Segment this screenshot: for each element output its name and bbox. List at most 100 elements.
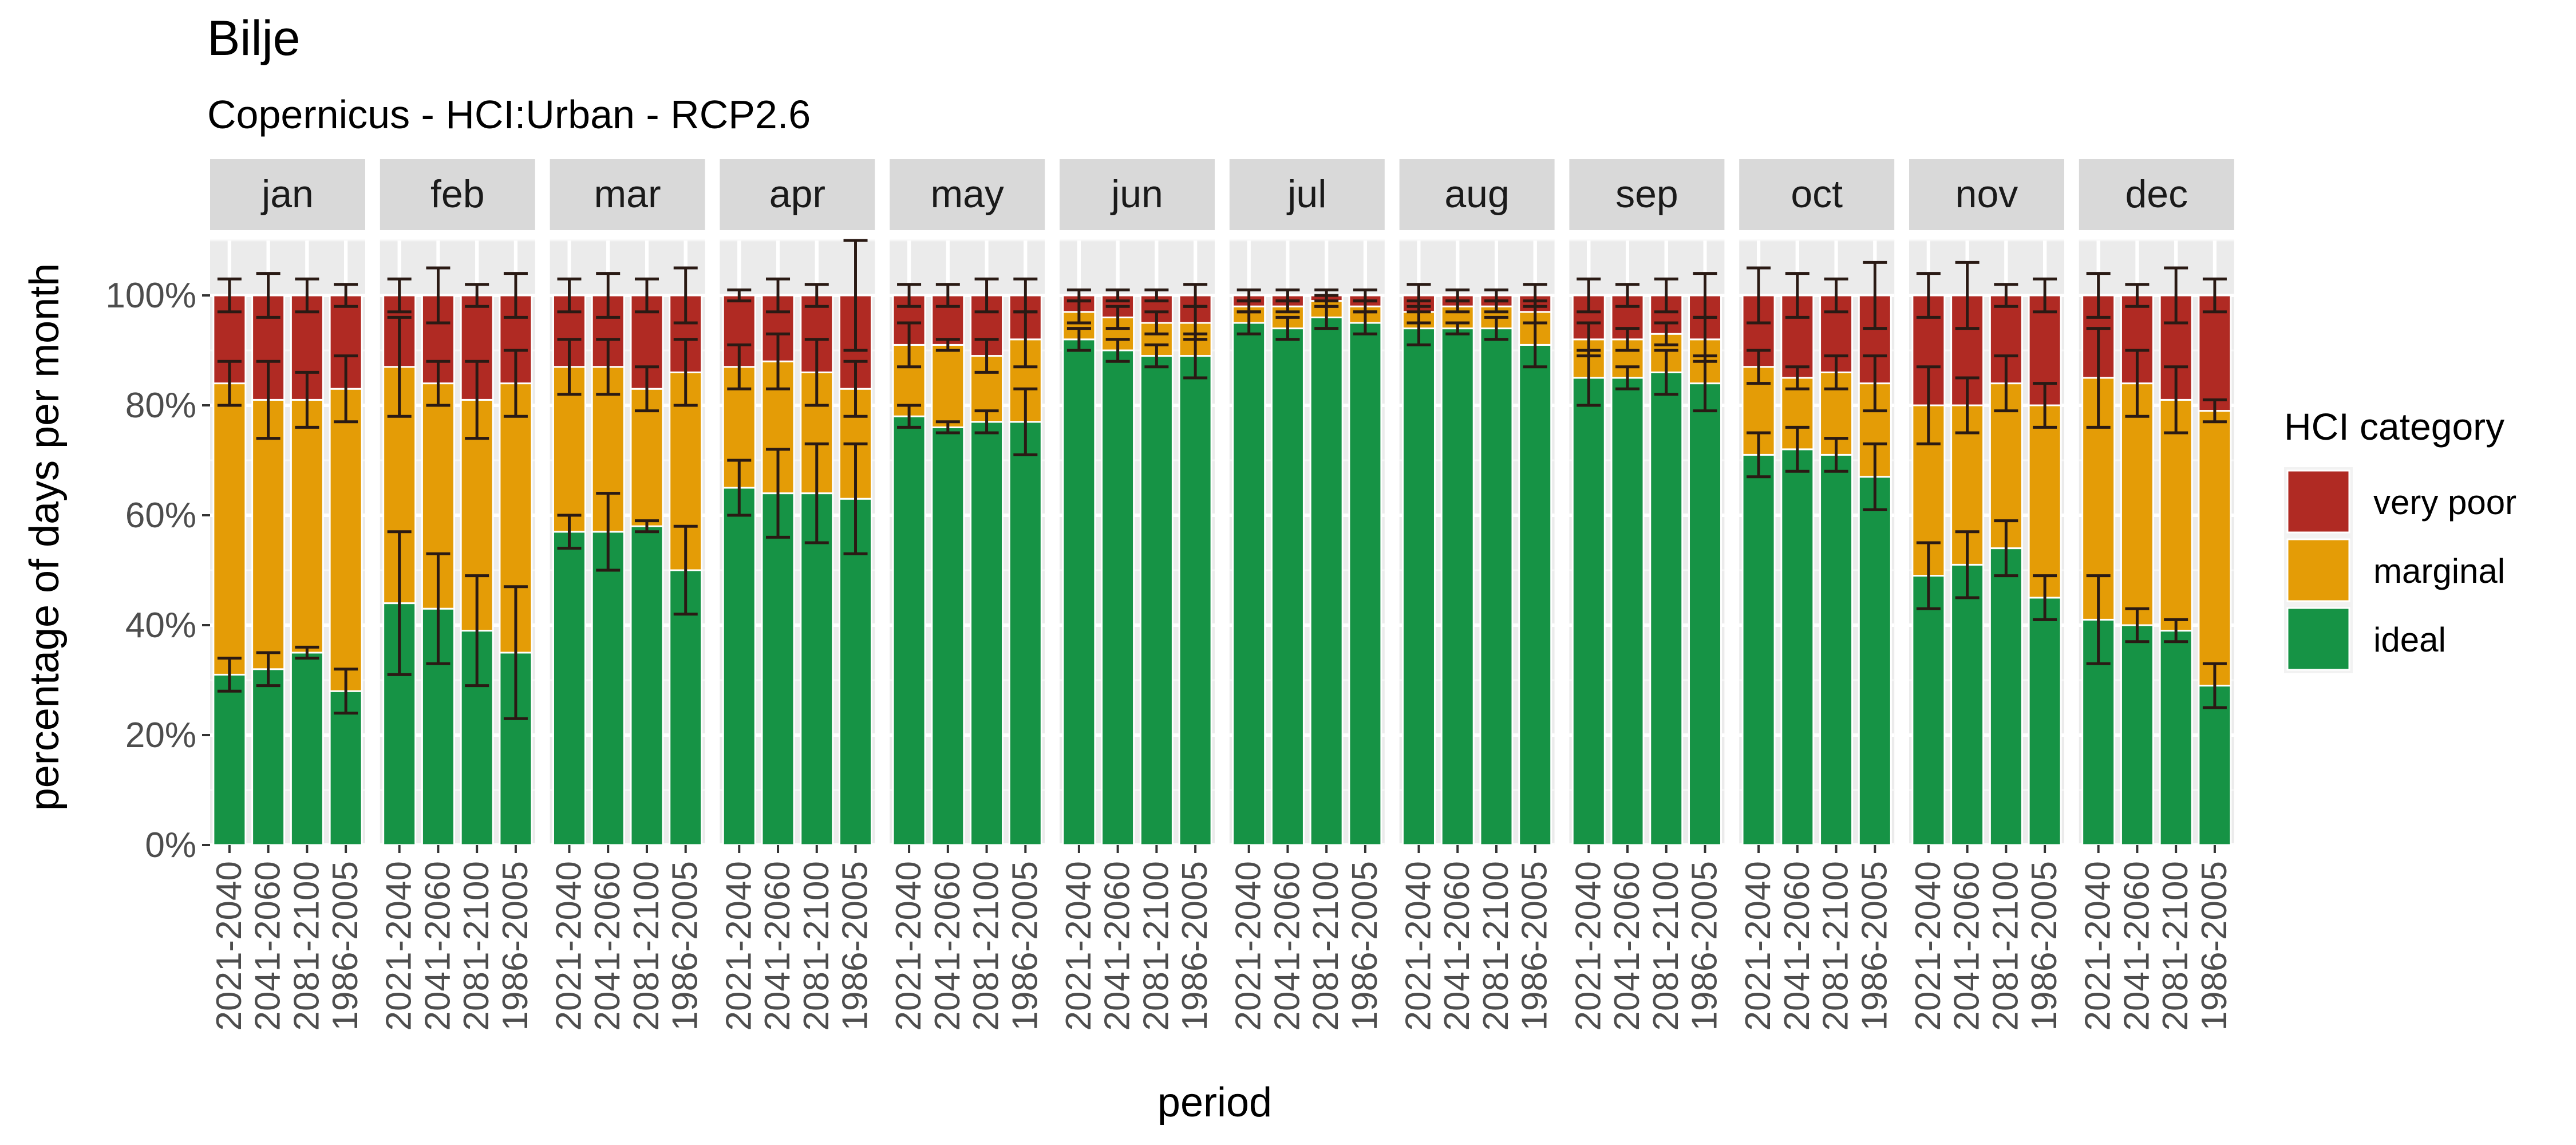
x-tick-label: 2041-2060 [1098,861,1137,1031]
error-bar [1275,315,1300,341]
error-bar [974,409,999,435]
facet-panels: jan2021-20402041-20602081-21001986-2005f… [210,159,2234,1031]
error-bar [1916,365,1941,445]
error-bar [1824,354,1848,390]
x-tick-label: 1986-2005 [1005,861,1045,1031]
error-bar [1406,283,1431,308]
error-bar [1955,530,1980,599]
facet-strip [1909,159,2064,230]
error-bar [596,492,621,572]
error-bar [843,360,868,418]
error-bar [843,442,868,555]
bar-segment-ideal [669,569,703,846]
bar-segment-ideal [1178,355,1212,846]
facet-strip [1569,159,1725,230]
error-bar [387,530,412,676]
error-bar [295,370,319,429]
error-bar [2202,662,2227,709]
error-bar [426,360,451,407]
error-bar [1577,277,1601,314]
bar-segment-ideal [1950,563,1985,846]
error-bar [727,288,752,303]
error-bar [935,338,960,352]
error-bar [2033,277,2057,314]
x-tick-label: 2041-2060 [758,861,797,1031]
bar-segment-ideal [1479,327,1514,846]
x-tick-label: 2041-2060 [1267,861,1307,1031]
legend-items: very poor marginal ideal [2284,467,2516,673]
bar-segment-ideal [1008,421,1042,846]
x-tick-label: 2021-2040 [1398,861,1438,1031]
error-bar [387,277,412,314]
bar-segment-ideal [1858,476,1892,846]
bar-segment-ideal [892,415,926,846]
error-bar [2033,382,2057,429]
error-bar [804,442,829,544]
error-bar [897,321,922,369]
facet-label: feb [430,172,485,216]
error-bar [426,266,451,325]
error-bar [1615,327,1640,352]
error-bar [387,315,412,418]
y-tick-label: 20% [125,716,196,755]
legend-label: marginal [2373,552,2505,590]
x-tick-label: 1986-2005 [2195,861,2234,1031]
x-tick-label: 2081-2100 [1136,861,1176,1031]
x-tick-label: 2041-2060 [1437,861,1477,1031]
bar-segment-ideal [251,668,286,846]
facet-label: aug [1444,172,1509,216]
error-bar [557,338,582,396]
bar-segment-ideal [1270,327,1305,846]
facet-strip [890,159,1045,230]
x-tick-label: 2081-2100 [627,861,666,1031]
error-bar [1955,376,1980,435]
bar-segment-marginal [2120,382,2154,626]
facet-strip [720,159,875,230]
error-bar [334,354,358,424]
error-bar [766,277,791,314]
facet-label: may [930,172,1003,216]
error-bar [1066,327,1091,352]
bar-segment-marginal [251,398,286,670]
facet-strip [1399,159,1555,230]
chart-subtitle: Copernicus - HCI:Urban - RCP2.6 [207,92,811,137]
x-tick-label: 1986-2005 [2025,861,2064,1031]
error-bar [503,349,528,418]
error-bar [465,360,489,440]
error-bar [2164,618,2188,643]
x-tick-label: 2041-2060 [928,861,967,1031]
error-bar [256,651,280,688]
legend-title: HCI category [2284,405,2504,448]
bar-segment-ideal [1401,327,1436,846]
error-bar [334,668,358,715]
error-bar [1353,288,1377,303]
error-bar [673,338,698,407]
error-bar [1785,425,1809,473]
error-bar [2164,266,2188,325]
bar-segment-ideal [2120,624,2154,846]
bar-segment-very-poor [2198,294,2232,412]
y-tick-label: 100% [105,276,196,315]
error-bar [1863,260,1887,330]
x-tick-label: 2021-2040 [1568,861,1608,1031]
error-bar [974,277,999,314]
error-bar [2086,574,2111,665]
error-bar [1916,541,1941,610]
bar-segment-very-poor [1780,294,1815,379]
x-tick-label: 2021-2040 [549,861,588,1031]
bar-segment-ideal [1649,371,1684,846]
facet-label: jun [1110,172,1163,216]
error-bar [804,283,829,308]
legend-item-marginal: marginal [2284,536,2505,605]
error-bar [1523,283,1547,308]
chart-title: Bilje [207,11,301,66]
error-bar [727,459,752,517]
facet-label: jan [260,172,314,216]
bar-segment-ideal [1741,453,1776,846]
error-bar [1615,365,1640,390]
